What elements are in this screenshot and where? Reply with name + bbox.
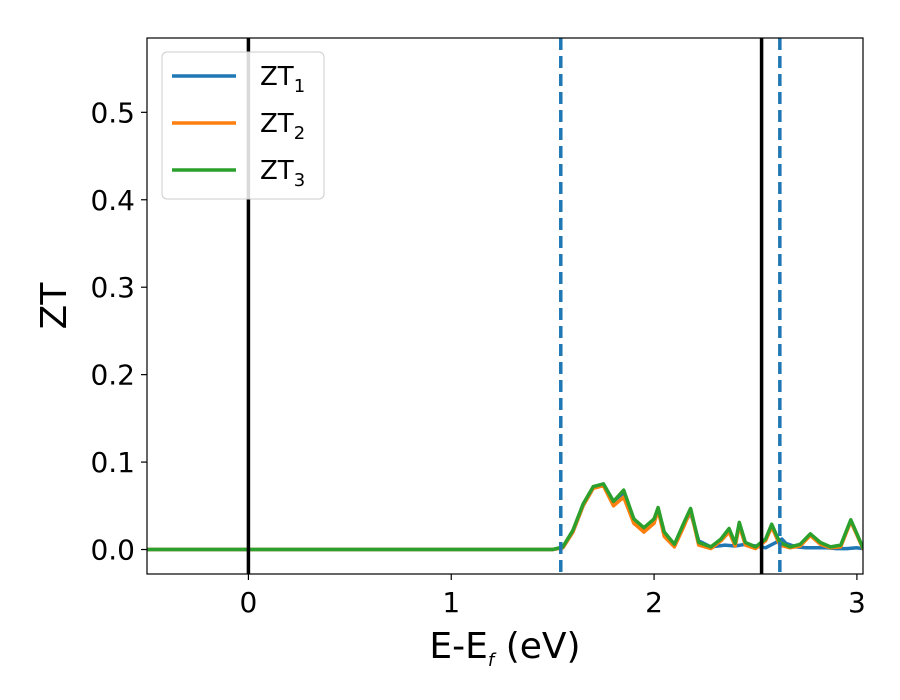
y-axis-ticks: 0.0 0.1 0.2 0.3 0.4 0.5 [90, 96, 147, 567]
x-tick-label: 2 [645, 586, 663, 619]
legend: ZT1 ZT2 ZT3 [161, 51, 325, 200]
x-tick-label: 1 [442, 586, 460, 619]
series-line-zt2 [147, 483, 863, 552]
x-axis-label-subscript: f [488, 650, 497, 671]
y-tick-label: 0.4 [90, 184, 135, 217]
plot-frame [146, 37, 864, 575]
axes [146, 37, 864, 575]
y-tick-label: 0.2 [90, 359, 135, 392]
legend-label-zt2: ZT2 [260, 109, 305, 144]
series-line-zt3 [147, 482, 863, 552]
legend-label-zt3: ZT3 [260, 156, 305, 191]
x-axis-label: E-Ef (eV) [429, 626, 580, 671]
x-tick-label: 3 [848, 586, 866, 619]
x-axis-ticks: 0 1 2 3 [240, 574, 866, 619]
y-axis-label: ZT [34, 282, 75, 330]
legend-box [161, 51, 325, 200]
y-tick-label: 0.5 [90, 96, 135, 129]
y-tick-label: 0.3 [90, 271, 135, 304]
legend-label-zt1: ZT1 [260, 62, 305, 97]
x-axis-label-main: E-E [429, 626, 487, 667]
series-line-zt1 [147, 482, 863, 552]
x-tick-label: 0 [240, 586, 258, 619]
x-axis-label-unit: (eV) [494, 626, 580, 667]
y-tick-label: 0.0 [90, 534, 135, 567]
y-tick-label: 0.1 [90, 446, 135, 479]
